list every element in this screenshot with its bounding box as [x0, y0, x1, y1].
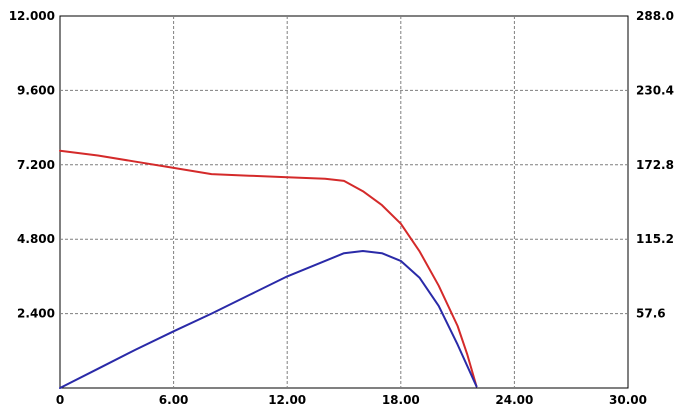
left-y-tick-label: 7.200	[17, 158, 55, 172]
right-y-tick-label: 172.8	[636, 158, 674, 172]
x-tick-label: 18.00	[382, 393, 420, 407]
right-y-tick-label: 115.2	[636, 232, 674, 246]
series-layer	[59, 149, 478, 389]
left-y-tick-label: 2.400	[17, 307, 55, 321]
left-y-tick-label: 12.000	[9, 9, 55, 23]
right-y-tick-label: 230.4	[636, 83, 674, 97]
x-axis-ticks: 0 6.00 12.00 18.00 24.00 30.00	[56, 393, 647, 407]
right-y-tick-label: 288.0	[636, 9, 674, 23]
x-tick-label: 30.00	[609, 393, 647, 407]
plot-area	[59, 15, 629, 389]
left-y-tick-label: 9.600	[17, 83, 55, 97]
x-tick-label: 24.00	[495, 393, 533, 407]
gridlines	[60, 16, 628, 388]
left-y-tick-label: 4.800	[17, 232, 55, 246]
right-y-axis-ticks: 57.6 115.2 172.8 230.4 288.0	[636, 9, 674, 321]
series-line-0	[59, 149, 478, 388]
x-tick-label: 6.00	[159, 393, 189, 407]
left-y-axis-ticks: 2.400 4.800 7.200 9.600 12.000	[9, 9, 55, 321]
x-tick-label: 0	[56, 393, 64, 407]
series-line-1	[59, 250, 478, 389]
right-y-tick-label: 57.6	[636, 307, 666, 321]
x-tick-label: 12.00	[268, 393, 306, 407]
